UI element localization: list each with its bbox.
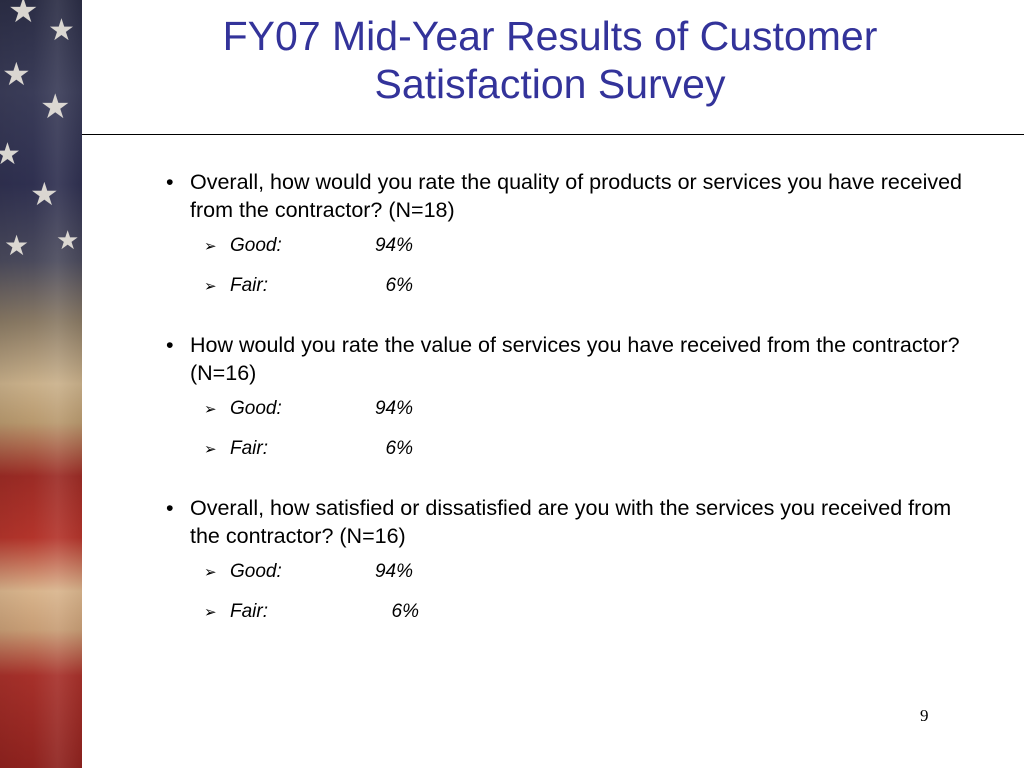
title-divider [82, 134, 1024, 135]
answer-label: Good: [230, 235, 282, 256]
answer-list: ➢ Good: 94% ➢ Fair: 6% [162, 234, 962, 314]
star-icon: ★ [0, 137, 21, 172]
question-group: • Overall, how would you rate the qualit… [162, 168, 962, 314]
bullet-icon: • [166, 170, 174, 194]
star-icon: ★ [2, 55, 31, 93]
question-group: • Overall, how satisfied or dissatisfied… [162, 494, 962, 640]
answer-item: ➢ Good: 94% [162, 234, 962, 274]
answer-item: ➢ Fair: 6% [162, 437, 962, 477]
answer-value: 94% [374, 561, 413, 582]
page-number: 9 [920, 706, 929, 725]
bullet-icon: • [166, 333, 174, 357]
star-icon: ★ [40, 87, 71, 127]
star-icon: ★ [48, 13, 75, 48]
star-icon: ★ [4, 229, 30, 262]
answer-list: ➢ Good: 94% ➢ Fair: 6% [162, 560, 962, 640]
question-label: How would you rate the value of services… [190, 333, 960, 385]
slide-title: FY07 Mid-Year Results of Customer Satisf… [120, 12, 980, 108]
arrow-bullet-icon: ➢ [204, 563, 217, 581]
question-text: • Overall, how would you rate the qualit… [162, 168, 962, 224]
star-icon: ★ [56, 226, 80, 256]
flag-decoration: ★ ★ ★ ★ ★ ★ ★ ★ [0, 0, 82, 768]
star-icon: ★ [8, 0, 39, 31]
question-text: • Overall, how satisfied or dissatisfied… [162, 494, 962, 550]
arrow-bullet-icon: ➢ [204, 603, 217, 621]
answer-item: ➢ Good: 94% [162, 397, 962, 437]
title-line-1: FY07 Mid-Year Results of Customer [222, 13, 878, 59]
answer-value: 94% [374, 235, 413, 256]
answer-value: 6% [385, 275, 413, 296]
arrow-bullet-icon: ➢ [204, 440, 217, 458]
answer-label: Fair: [230, 601, 268, 622]
answer-item: ➢ Fair: 6% [162, 274, 962, 314]
question-label: Overall, how would you rate the quality … [190, 170, 963, 222]
title-line-2: Satisfaction Survey [374, 61, 726, 107]
bullet-icon: • [166, 496, 174, 520]
answer-value: 6% [385, 438, 413, 459]
question-text: • How would you rate the value of servic… [162, 331, 962, 387]
arrow-bullet-icon: ➢ [204, 400, 217, 418]
answer-label: Fair: [230, 438, 268, 459]
answer-list: ➢ Good: 94% ➢ Fair: 6% [162, 397, 962, 477]
arrow-bullet-icon: ➢ [204, 277, 217, 295]
question-group: • How would you rate the value of servic… [162, 331, 962, 477]
answer-label: Good: [230, 398, 282, 419]
flag-shading [0, 0, 82, 768]
answer-label: Good: [230, 561, 282, 582]
star-icon: ★ [30, 175, 59, 213]
question-label: Overall, how satisfied or dissatisfied a… [190, 496, 952, 548]
answer-label: Fair: [230, 275, 268, 296]
answer-value: 94% [374, 398, 413, 419]
answer-item: ➢ Fair: 6% [162, 600, 962, 640]
answer-value: 6% [391, 601, 419, 622]
survey-results: • Overall, how would you rate the qualit… [162, 168, 962, 657]
arrow-bullet-icon: ➢ [204, 237, 217, 255]
answer-item: ➢ Good: 94% [162, 560, 962, 600]
